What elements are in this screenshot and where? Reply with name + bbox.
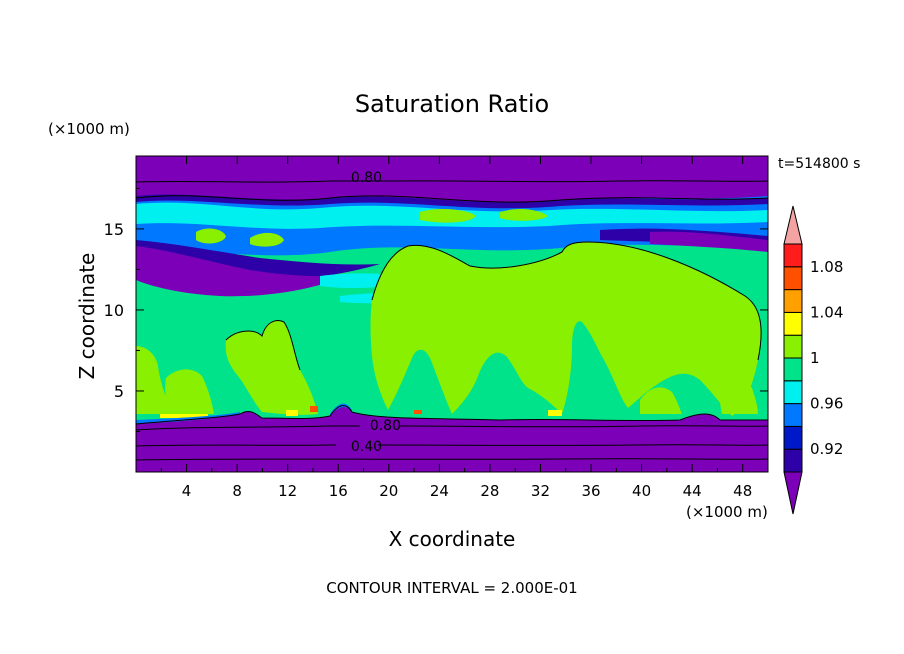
colorbar-high-triangle — [783, 205, 803, 245]
colorbar-swatch — [783, 289, 803, 313]
x-tick-label: 32 — [531, 482, 550, 500]
colorbar-swatch — [783, 357, 803, 382]
contour-line-upper-band — [136, 195, 768, 203]
lower-purple-layer — [136, 405, 768, 472]
colorbar-tick-label: 1 — [810, 349, 820, 367]
x-axis-ticks: 4 8 12 16 20 24 28 32 36 40 44 48 — [160, 156, 752, 500]
contour-line-upper-080 — [136, 180, 768, 183]
time-label: t=514800 s — [778, 156, 860, 172]
saturated-plume-right — [640, 378, 758, 414]
contour-lines — [136, 180, 768, 461]
x-tick-label: 12 — [278, 482, 297, 500]
x-tick-label: 16 — [329, 482, 348, 500]
mid-purple-band — [136, 231, 768, 297]
saturated-plume-far-left — [136, 346, 214, 414]
x-axis-label: X coordinate — [389, 527, 516, 551]
y-axis-ticks: 5 10 15 — [104, 187, 768, 432]
upper-indigo-streaks — [136, 228, 768, 283]
contour-line-left-plume — [225, 320, 301, 371]
saturated-plume-left — [225, 320, 318, 415]
colorbar-swatch — [783, 403, 803, 427]
contour-line-plume-edge — [371, 241, 762, 361]
x-tick-label: 40 — [632, 482, 651, 500]
contour-line-surface-1 — [136, 405, 768, 425]
colorbar-swatch — [783, 266, 803, 291]
x-tick-label: 28 — [480, 482, 499, 500]
plot-area — [136, 156, 768, 472]
y-tick-label: 5 — [114, 382, 124, 401]
contour-label-group: 0.80 0.80 0.40 — [351, 170, 401, 455]
x-tick-label: 36 — [581, 482, 600, 500]
y-tick-label: 15 — [104, 220, 124, 239]
colorbar-swatch — [783, 425, 803, 450]
x-unit-label: (×1000 m) — [686, 503, 768, 521]
colorbar-swatch — [783, 448, 803, 473]
x-tick-label: 20 — [379, 482, 398, 500]
contour-line-bottom — [136, 458, 768, 461]
colorbar-tick-label: 1.08 — [810, 258, 843, 276]
contour-line-surface-040 — [136, 444, 768, 447]
y-unit-label: (×1000 m) — [48, 120, 130, 138]
contour-line-surface-080 — [136, 425, 768, 431]
colorbar-tick-label: 1.04 — [810, 303, 843, 321]
saturated-plume-main — [370, 242, 762, 416]
colorbar-swatch — [783, 334, 803, 359]
colorbar: 0.92 0.96 1 1.04 1.08 — [783, 205, 843, 515]
plot-frame — [135, 155, 769, 473]
contour-label: 0.40 — [351, 439, 382, 455]
upper-green-patches — [196, 209, 548, 247]
contour-label: 0.80 — [351, 170, 382, 186]
contour-label: 0.80 — [370, 418, 401, 434]
x-tick-label: 4 — [182, 482, 192, 500]
colorbar-swatch — [783, 380, 803, 405]
colorbar-low-triangle — [783, 471, 803, 515]
chart-title: Saturation Ratio — [355, 90, 549, 118]
x-tick-label: 48 — [733, 482, 752, 500]
x-tick-label: 44 — [683, 482, 702, 500]
y-axis-label: Z coordinate — [75, 253, 99, 380]
colorbar-swatch — [783, 311, 803, 336]
lower-blue-edge — [136, 403, 352, 424]
x-tick-label: 8 — [232, 482, 242, 500]
colorbar-swatch — [783, 243, 803, 268]
colorbar-tick-label: 0.92 — [810, 440, 843, 458]
y-tick-label: 10 — [104, 301, 124, 320]
x-tick-label: 24 — [430, 482, 449, 500]
top-dark-layer — [136, 194, 768, 209]
colorbar-tick-label: 0.96 — [810, 395, 843, 413]
contour-interval-note: CONTOUR INTERVAL = 2.000E-01 — [326, 579, 577, 597]
